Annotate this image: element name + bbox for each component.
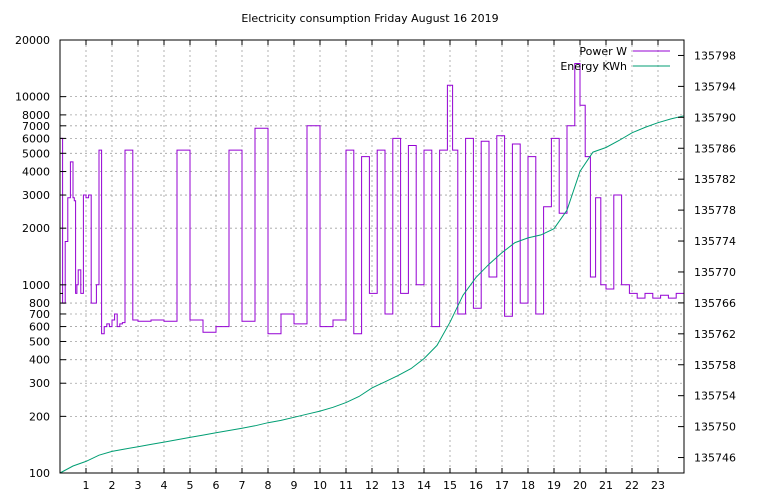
x-tick-label: 1 [83, 479, 90, 492]
x-tick-label: 18 [521, 479, 535, 492]
y-tick-label: 400 [29, 354, 50, 367]
y-tick-label: 300 [29, 377, 50, 390]
y-tick-label: 600 [29, 321, 50, 334]
y2-tick-label: 135770 [694, 266, 736, 279]
x-tick-label: 17 [495, 479, 509, 492]
x-tick-label: 9 [291, 479, 298, 492]
y2-tick-label: 135778 [694, 204, 736, 217]
legend: Power W Energy KWh [560, 45, 670, 73]
x-tick-label: 16 [469, 479, 483, 492]
y2-tick-label: 135746 [694, 452, 736, 465]
y2-tick-label: 135782 [694, 173, 736, 186]
x-tick-label: 4 [161, 479, 168, 492]
y2-tick-label: 135790 [694, 111, 736, 124]
y2-tick-label: 135794 [694, 80, 736, 93]
y-tick-label: 10000 [15, 91, 50, 104]
y-tick-label: 500 [29, 335, 50, 348]
x-tick-label: 13 [391, 479, 405, 492]
x-tick-label: 23 [651, 479, 665, 492]
x-tick-label: 22 [625, 479, 639, 492]
x-tick-label: 10 [313, 479, 327, 492]
y2-tick-label: 135798 [694, 49, 736, 62]
x-tick-label: 20 [573, 479, 587, 492]
y-tick-label: 700 [29, 308, 50, 321]
y-tick-label: 4000 [22, 166, 50, 179]
y2-tick-label: 135762 [694, 328, 736, 341]
y2-tick-label: 135766 [694, 297, 736, 310]
x-tick-label: 21 [599, 479, 613, 492]
x-tick-label: 7 [239, 479, 246, 492]
x-tick-label: 8 [265, 479, 272, 492]
y-tick-label: 800 [29, 297, 50, 310]
axes: 1 2 3 4 5 6 7 8 9 10 11 12 13 14 15 16 17 18 19 20 21 22 23100… [15, 34, 736, 492]
x-tick-label: 15 [443, 479, 457, 492]
grid-lines [60, 40, 684, 473]
y-tick-label: 2000 [22, 222, 50, 235]
y-tick-label: 1000 [22, 279, 50, 292]
y2-tick-label: 135774 [694, 235, 736, 248]
x-tick-label: 19 [547, 479, 561, 492]
x-tick-label: 11 [339, 479, 353, 492]
y-tick-label: 8000 [22, 109, 50, 122]
y-tick-label: 100 [29, 467, 50, 480]
x-tick-label: 12 [365, 479, 379, 492]
legend-label: Energy KWh [560, 60, 627, 73]
chart-title: Electricity consumption Friday August 16… [241, 12, 498, 25]
x-tick-label: 6 [213, 479, 220, 492]
y2-tick-label: 135786 [694, 142, 736, 155]
x-tick-label: 2 [109, 479, 116, 492]
x-tick-label: 3 [135, 479, 142, 492]
y-tick-label: 6000 [22, 132, 50, 145]
energy-kwh-line [59, 115, 685, 474]
y-tick-label: 200 [29, 410, 50, 423]
x-tick-label: 14 [417, 479, 431, 492]
y-tick-label: 20000 [15, 34, 50, 47]
legend-label: Power W [579, 45, 627, 58]
y2-tick-label: 135754 [694, 390, 736, 403]
y2-tick-label: 135750 [694, 421, 736, 434]
y-tick-label: 7000 [22, 120, 50, 133]
y2-tick-label: 135758 [694, 359, 736, 372]
series-layer [59, 63, 685, 474]
y-tick-label: 3000 [22, 189, 50, 202]
x-tick-label: 5 [187, 479, 194, 492]
power-w-line [60, 63, 685, 335]
y-tick-label: 5000 [22, 147, 50, 160]
